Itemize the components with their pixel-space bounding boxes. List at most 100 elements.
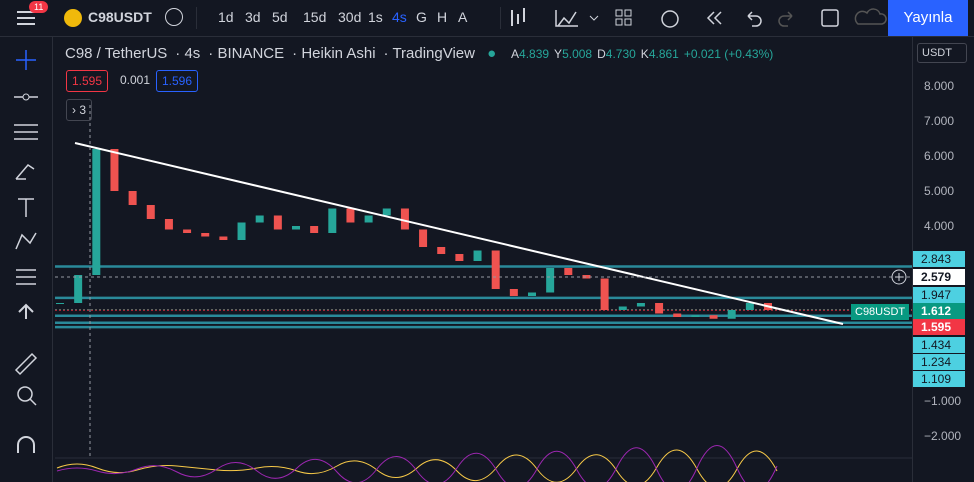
candle bbox=[727, 310, 736, 319]
candle bbox=[310, 226, 319, 233]
status-dot: ● bbox=[487, 45, 497, 62]
candle bbox=[255, 215, 264, 223]
ohlc-key: K bbox=[640, 47, 649, 61]
candle bbox=[92, 149, 101, 275]
interval-button[interactable]: H bbox=[437, 9, 448, 25]
candle bbox=[455, 254, 464, 261]
candle bbox=[400, 208, 409, 230]
ohlc-value: 4.730 bbox=[605, 47, 636, 61]
spread: 0.001 bbox=[120, 73, 151, 87]
candle bbox=[673, 313, 682, 317]
price-tick-label: 5.000 bbox=[924, 184, 955, 198]
candle bbox=[600, 278, 609, 310]
candle bbox=[509, 289, 518, 296]
price-tick-label: 7.000 bbox=[924, 114, 955, 128]
ohlc-value: 4.839 bbox=[519, 47, 550, 61]
candle bbox=[110, 149, 119, 191]
symbol-tag: C98USDT bbox=[851, 304, 910, 320]
trend-line bbox=[74, 142, 844, 325]
legend-interval: 4s bbox=[184, 45, 201, 62]
level-label: 2.843 bbox=[913, 251, 965, 267]
compare-button[interactable] bbox=[165, 8, 183, 26]
publish-button[interactable]: Yayınla bbox=[888, 0, 968, 36]
level-label: 2.579 bbox=[913, 269, 965, 285]
interval-button[interactable]: 5d bbox=[272, 9, 288, 25]
candle bbox=[164, 219, 173, 230]
candle bbox=[491, 250, 500, 289]
level-label: 1.234 bbox=[913, 354, 965, 370]
candle bbox=[564, 268, 573, 275]
level-label: 1.595 bbox=[913, 319, 965, 335]
left-toolbar bbox=[0, 37, 53, 482]
candle bbox=[745, 303, 754, 310]
symbol-logo bbox=[64, 9, 82, 27]
candle bbox=[546, 268, 555, 293]
interval-button[interactable]: 15d bbox=[303, 9, 327, 25]
separator bbox=[196, 7, 197, 29]
tool-icons bbox=[511, 8, 887, 28]
legend-source: TradingView bbox=[392, 45, 475, 62]
candle bbox=[74, 275, 83, 303]
candle bbox=[346, 208, 355, 223]
price-tick-label: 6.000 bbox=[924, 149, 955, 163]
indicator-count: 3 bbox=[79, 103, 87, 117]
legend-pair: C98 / TetherUS bbox=[65, 45, 168, 62]
ohlc-values: A4.839 Y5.008 D4.730 K4.861 +0.021 (+0.43%) bbox=[511, 47, 778, 61]
candle bbox=[582, 275, 591, 279]
candle bbox=[292, 226, 300, 230]
level-label: 1.434 bbox=[913, 337, 965, 353]
candle bbox=[328, 208, 337, 233]
price-tick-label: 8.000 bbox=[924, 79, 955, 93]
interval-button[interactable]: G bbox=[416, 9, 427, 25]
ohlc-value: 4.861 bbox=[648, 47, 679, 61]
series-legend: C98 / TetherUS · 4s · BINANCE · Heikin Ashi… bbox=[65, 45, 497, 62]
candle bbox=[219, 236, 228, 240]
indicator-line bbox=[56, 449, 778, 482]
price-tick-label: 4.000 bbox=[924, 219, 955, 233]
candle bbox=[691, 315, 700, 317]
indicator-line bbox=[56, 445, 778, 482]
level-label: 1.612 bbox=[913, 303, 965, 319]
candle bbox=[636, 303, 645, 307]
candle bbox=[528, 292, 536, 296]
currency-selector[interactable]: USDT bbox=[917, 43, 967, 63]
candle bbox=[237, 222, 246, 240]
drawing-tools bbox=[14, 50, 38, 453]
ohlc-key: A bbox=[511, 47, 520, 61]
candle bbox=[437, 247, 446, 254]
legend-exchange: BINANCE bbox=[217, 45, 285, 62]
level-label: 1.947 bbox=[913, 287, 965, 303]
symbol[interactable]: C98USDT bbox=[88, 9, 152, 25]
candle bbox=[709, 315, 718, 319]
candle bbox=[618, 306, 627, 310]
candle bbox=[183, 229, 192, 233]
interval-button[interactable]: A bbox=[458, 9, 468, 25]
candle bbox=[655, 303, 664, 314]
interval-button[interactable]: 3d bbox=[245, 9, 261, 25]
sell-price[interactable]: 1.595 bbox=[66, 70, 109, 92]
level-label: 1.109 bbox=[913, 371, 965, 387]
candle bbox=[473, 250, 482, 261]
candle bbox=[201, 233, 210, 237]
candle bbox=[56, 303, 64, 304]
candle bbox=[273, 215, 282, 230]
interval-button[interactable]: 1s bbox=[368, 9, 383, 25]
indicators-toggle[interactable]: › 3 bbox=[66, 99, 93, 121]
candle bbox=[382, 208, 391, 216]
add-icon bbox=[895, 273, 903, 281]
ohlc-key: D bbox=[597, 47, 606, 61]
candle bbox=[364, 215, 373, 223]
buy-price[interactable]: 1.596 bbox=[156, 70, 199, 92]
price-tick-label: −2.000 bbox=[924, 429, 962, 443]
interval-button[interactable]: 1d bbox=[218, 9, 234, 25]
notification-badge: 11 bbox=[29, 1, 49, 13]
interval-button[interactable]: 30d bbox=[338, 9, 362, 25]
candle bbox=[146, 205, 155, 219]
add-button[interactable] bbox=[891, 269, 907, 285]
price-tick-label: −1.000 bbox=[924, 394, 962, 408]
interval-button[interactable]: 4s bbox=[392, 9, 407, 25]
ohlc-key: Y bbox=[554, 47, 563, 61]
separator bbox=[500, 7, 501, 29]
